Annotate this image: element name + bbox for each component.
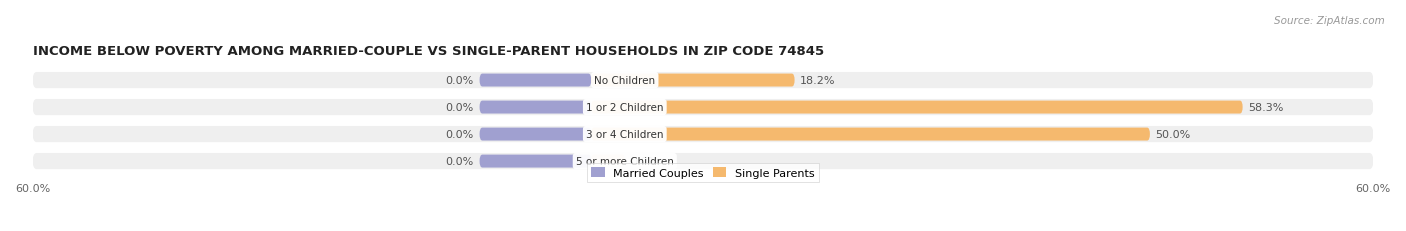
FancyBboxPatch shape	[32, 126, 1374, 143]
FancyBboxPatch shape	[479, 101, 592, 114]
Text: 50.0%: 50.0%	[1156, 130, 1191, 140]
Text: 0.0%: 0.0%	[446, 76, 474, 86]
Text: Source: ZipAtlas.com: Source: ZipAtlas.com	[1274, 16, 1385, 26]
FancyBboxPatch shape	[592, 155, 624, 168]
Legend: Married Couples, Single Parents: Married Couples, Single Parents	[586, 163, 820, 182]
FancyBboxPatch shape	[479, 128, 592, 141]
Text: 18.2%: 18.2%	[800, 76, 835, 86]
Text: 1 or 2 Children: 1 or 2 Children	[586, 103, 664, 112]
Text: 0.0%: 0.0%	[446, 156, 474, 166]
Text: 0.0%: 0.0%	[446, 103, 474, 112]
Text: 3 or 4 Children: 3 or 4 Children	[586, 130, 664, 140]
FancyBboxPatch shape	[479, 74, 592, 87]
FancyBboxPatch shape	[479, 155, 592, 168]
Text: INCOME BELOW POVERTY AMONG MARRIED-COUPLE VS SINGLE-PARENT HOUSEHOLDS IN ZIP COD: INCOME BELOW POVERTY AMONG MARRIED-COUPL…	[32, 45, 824, 58]
FancyBboxPatch shape	[592, 101, 1243, 114]
FancyBboxPatch shape	[32, 73, 1374, 89]
Text: 0.0%: 0.0%	[446, 130, 474, 140]
Text: 58.3%: 58.3%	[1249, 103, 1284, 112]
Text: No Children: No Children	[595, 76, 655, 86]
FancyBboxPatch shape	[592, 74, 794, 87]
FancyBboxPatch shape	[32, 100, 1374, 116]
FancyBboxPatch shape	[592, 128, 1150, 141]
Text: 0.0%: 0.0%	[630, 156, 658, 166]
Text: 5 or more Children: 5 or more Children	[576, 156, 673, 166]
FancyBboxPatch shape	[32, 153, 1374, 170]
